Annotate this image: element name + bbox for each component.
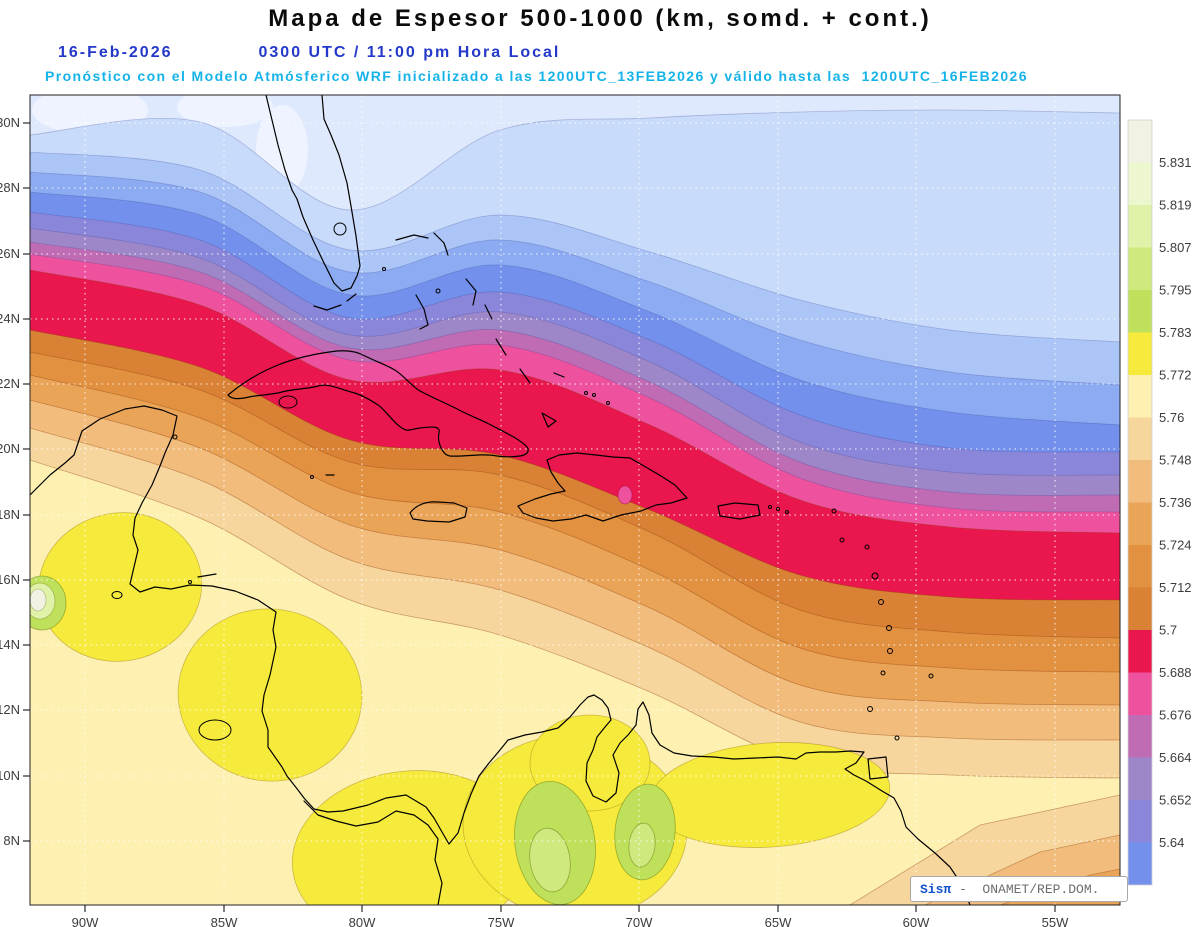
contour-field-group bbox=[30, 95, 1120, 905]
map-frame bbox=[29, 94, 1121, 906]
lon-tick-label: 55W bbox=[1042, 915, 1069, 927]
time-label: 0300 UTC / 11:00 pm Hora Local bbox=[258, 44, 561, 61]
lon-tick-label: 90W bbox=[72, 915, 99, 927]
lon-tick-label: 75W bbox=[488, 915, 515, 927]
legend-value-label: 5.795 bbox=[1159, 283, 1192, 298]
lon-tick-label: 80W bbox=[349, 915, 376, 927]
lat-tick-label: 30N bbox=[0, 115, 20, 130]
legend-value-label: 5.688 bbox=[1159, 665, 1192, 680]
lat-tick-label: 24N bbox=[0, 311, 20, 326]
lat-tick-label: 10N bbox=[0, 768, 20, 783]
legend-value-label: 5.676 bbox=[1159, 708, 1192, 723]
watermark-org: - ONAMET/REP.DOM. bbox=[951, 881, 1100, 897]
coastlines-group bbox=[30, 95, 971, 905]
lat-tick-label: 20N bbox=[0, 441, 20, 456]
datetime-line: 16-Feb-2026 0300 UTC / 11:00 pm Hora Loca… bbox=[58, 44, 560, 62]
lon-tick-label: 65W bbox=[765, 915, 792, 927]
legend-value-label: 5.783 bbox=[1159, 325, 1192, 340]
lon-tick-label: 60W bbox=[903, 915, 930, 927]
page-title: Mapa de Espesor 500-1000 (km, somd. + co… bbox=[268, 5, 932, 32]
forecast-line: Pronóstico con el Modelo Atmósferico WRF… bbox=[45, 68, 1028, 84]
watermark-brand: Sisπ bbox=[920, 881, 952, 897]
thickness-map-canvas: 30N 28N 26N 24N 22N 20N 18N 16N 14N 12N 10N 8N 90W 85… bbox=[0, 94, 1192, 927]
lat-tick-label: 26N bbox=[0, 246, 20, 261]
legend-value-label: 5.664 bbox=[1159, 750, 1192, 765]
lat-tick-label: 14N bbox=[0, 637, 20, 652]
legend-value-label: 5.819 bbox=[1159, 198, 1192, 213]
lat-tick-label: 22N bbox=[0, 376, 20, 391]
legend-value-label: 5.736 bbox=[1159, 495, 1192, 510]
legend-value-label: 5.652 bbox=[1159, 793, 1192, 808]
axes-group: 30N 28N 26N 24N 22N 20N 18N 16N 14N 12N 10N 8N 90W 85… bbox=[0, 115, 1069, 927]
legend-value-label: 5.76 bbox=[1159, 410, 1184, 425]
legend-value-label: 5.831 bbox=[1159, 155, 1192, 170]
legend-value-label: 5.724 bbox=[1159, 538, 1192, 553]
legend-colorbar: 5.831 5.819 5.807 5.795 5.783 5.772 5.76 5.748 5… bbox=[1127, 119, 1192, 886]
lat-tick-label: 18N bbox=[0, 507, 20, 522]
legend-value-label: 5.7 bbox=[1159, 623, 1177, 638]
legend-value-label: 5.807 bbox=[1159, 240, 1192, 255]
legend-value-label: 5.712 bbox=[1159, 580, 1192, 595]
graticule-group bbox=[30, 95, 1120, 905]
lat-tick-label: 8N bbox=[3, 833, 20, 848]
lat-tick-label: 16N bbox=[0, 572, 20, 587]
lon-tick-label: 70W bbox=[626, 915, 653, 927]
lat-tick-label: 28N bbox=[0, 180, 20, 195]
lat-tick-label: 12N bbox=[0, 702, 20, 717]
legend-value-label: 5.748 bbox=[1159, 453, 1192, 468]
date-label: 16-Feb-2026 bbox=[58, 44, 173, 61]
legend-value-label: 5.64 bbox=[1159, 835, 1184, 850]
watermark-box: Sisπ - ONAMET/REP.DOM. bbox=[910, 876, 1128, 902]
lon-tick-label: 85W bbox=[211, 915, 238, 927]
legend-value-label: 5.772 bbox=[1159, 368, 1192, 383]
